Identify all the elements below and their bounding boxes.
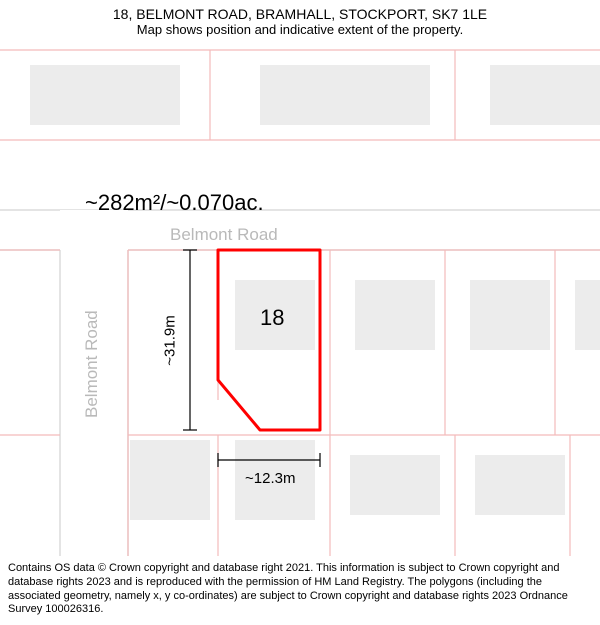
header-title: 18, BELMONT ROAD, BRAMHALL, STOCKPORT, S…: [10, 6, 590, 22]
road-label-horizontal: Belmont Road: [170, 225, 278, 245]
footer-copyright: Contains OS data © Crown copyright and d…: [0, 556, 600, 625]
map-area: [0, 0, 600, 560]
width-dimension-label: ~12.3m: [245, 470, 295, 487]
header: 18, BELMONT ROAD, BRAMHALL, STOCKPORT, S…: [0, 0, 600, 41]
map-svg: [0, 0, 600, 560]
area-label: ~282m²/~0.070ac.: [85, 190, 264, 216]
height-dimension-label: ~31.9m: [162, 315, 179, 365]
header-subtitle: Map shows position and indicative extent…: [10, 22, 590, 37]
road-label-vertical: Belmont Road: [82, 310, 102, 418]
house-number-label: 18: [260, 305, 284, 331]
